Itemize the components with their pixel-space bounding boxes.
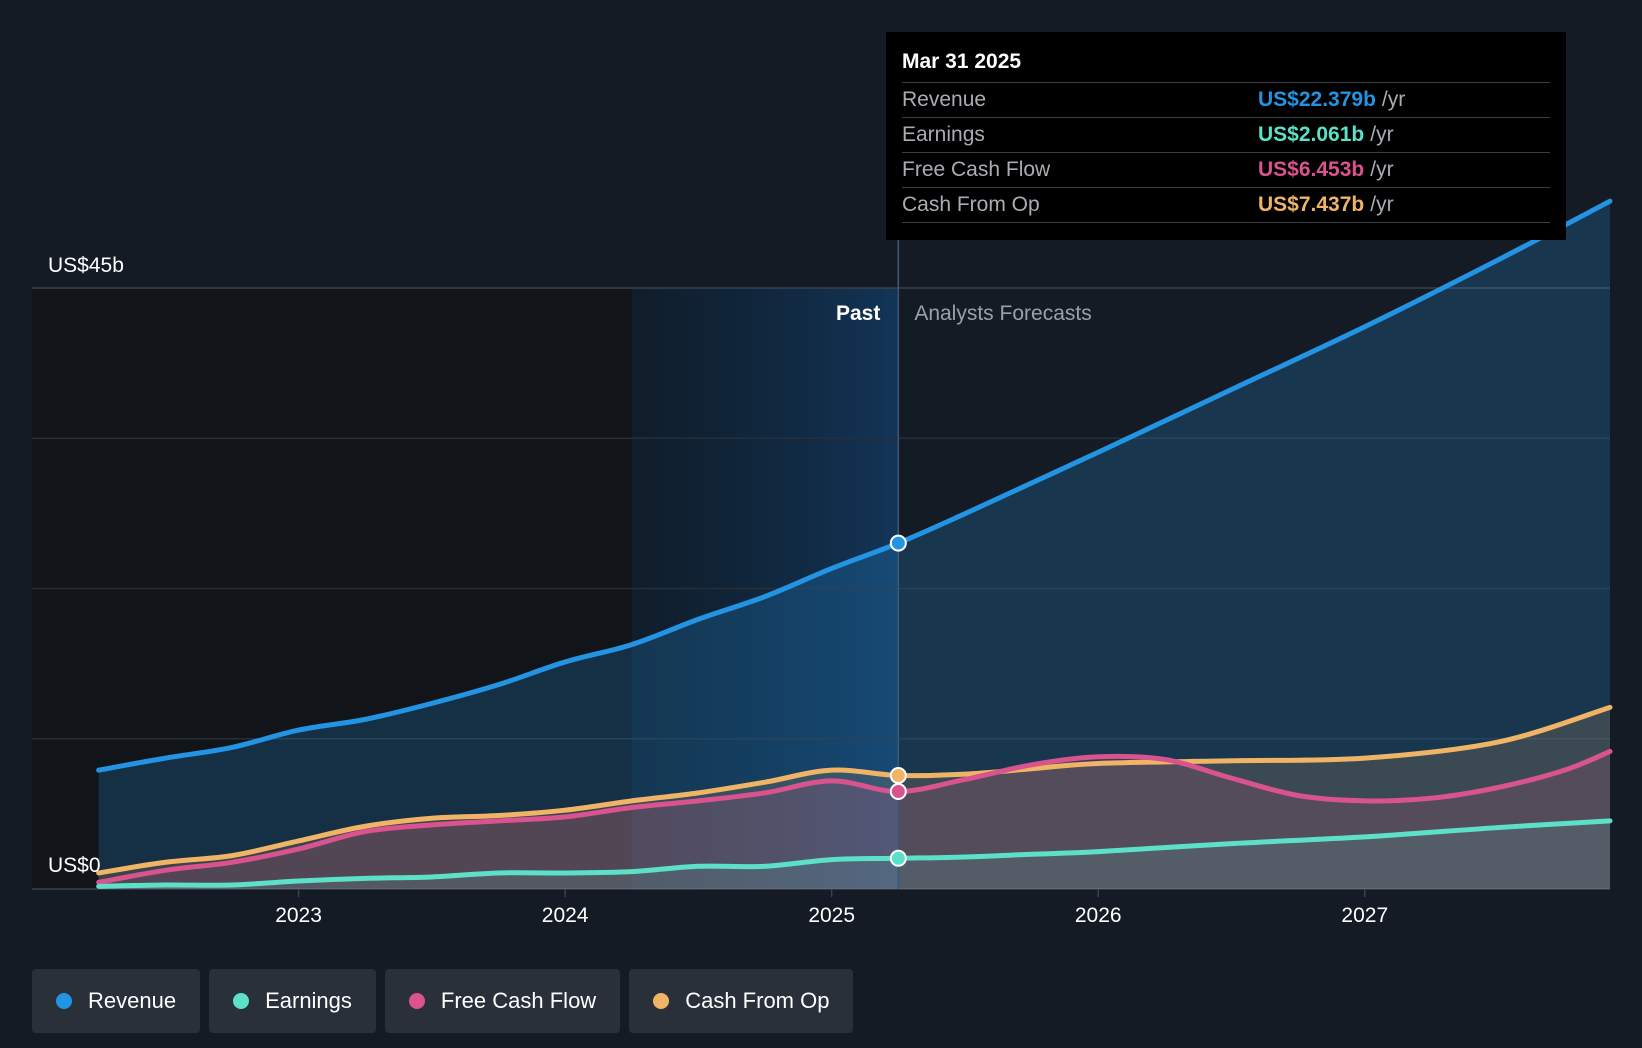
legend-item-label: Free Cash Flow [440, 988, 597, 1013]
legend-item-free-cash-flow[interactable]: Free Cash Flow [384, 969, 621, 1033]
chart-legend: Revenue Earnings Free Cash Flow Cash From O… [32, 969, 854, 1033]
data-tooltip: Mar 31 2025 Revenue US$22.379b/yr Earnings… [886, 32, 1566, 240]
tooltip-row: Revenue US$22.379b/yr [902, 82, 1550, 117]
tooltip-row-label: Cash From Op [902, 193, 1040, 216]
tooltip-row: Cash From Op US$7.437b/yr [902, 187, 1550, 223]
tooltip-row-unit: /yr [1370, 158, 1394, 181]
legend-dot-icon [653, 993, 670, 1009]
x-tick-label: 2026 [1075, 904, 1122, 927]
tooltip-row: Free Cash Flow US$6.453b/yr [902, 152, 1550, 187]
legend-item-earnings[interactable]: Earnings [209, 969, 376, 1033]
tooltip-row-label: Free Cash Flow [902, 158, 1051, 181]
y-axis-top-label: US$45b [48, 254, 124, 277]
x-tick-label: 2025 [808, 904, 855, 927]
forecast-label: Analysts Forecasts [914, 302, 1091, 325]
area-free-cash-flow [98, 751, 1610, 889]
line-revenue [96, 198, 1613, 773]
area-earnings [98, 820, 1610, 889]
line-free-cash-flow [96, 748, 1613, 885]
tooltip-row-label: Earnings [902, 123, 985, 146]
legend-item-label: Cash From Op [685, 988, 830, 1013]
x-tick-label: 2024 [542, 904, 589, 927]
tooltip-row-value: US$6.453b [1258, 158, 1365, 181]
tooltip-row-value: US$7.437b [1258, 193, 1365, 216]
past-label: Past [836, 302, 880, 325]
legend-item-label: Revenue [88, 988, 177, 1013]
tooltip-row-value: US$2.061b [1258, 123, 1365, 146]
tooltip-row-label: Revenue [902, 88, 987, 111]
marker-earnings[interactable] [889, 849, 907, 867]
tooltip-row-unit: /yr [1370, 123, 1394, 146]
marker-free-cash-flow[interactable] [889, 783, 907, 801]
legend-dot-icon [408, 993, 425, 1009]
tooltip-row-unit: /yr [1370, 193, 1394, 216]
legend-dot-icon [56, 993, 72, 1009]
legend-item-cash-from-op[interactable]: Cash From Op [629, 969, 854, 1033]
x-tick-label: 2027 [1341, 904, 1388, 927]
marker-cash-from-op[interactable] [889, 766, 907, 784]
x-tick-label: 2023 [275, 904, 322, 927]
y-axis-bottom-label: US$0 [48, 854, 101, 877]
legend-item-revenue[interactable]: Revenue [32, 969, 201, 1033]
legend-dot-icon [233, 993, 250, 1009]
line-cash-from-op [96, 704, 1613, 876]
tooltip-row: Earnings US$2.061b/yr [902, 117, 1550, 152]
tooltip-row-value: US$22.379b [1258, 88, 1376, 111]
line-earnings [96, 818, 1613, 889]
tooltip-date: Mar 31 2025 [902, 50, 1022, 73]
legend-item-label: Earnings [265, 988, 352, 1013]
marker-revenue[interactable] [889, 534, 907, 552]
tooltip-row-unit: /yr [1381, 88, 1406, 111]
area-revenue [98, 201, 1610, 889]
